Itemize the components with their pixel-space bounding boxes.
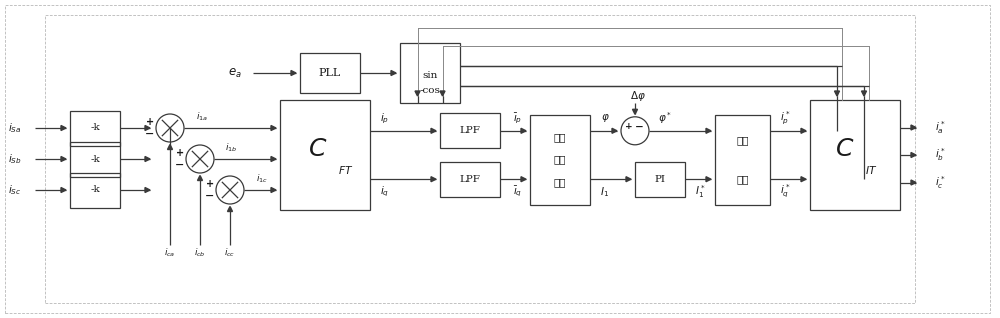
Polygon shape: [61, 126, 66, 130]
Bar: [70, 142, 120, 176]
Text: $_{IT}$: $_{IT}$: [865, 163, 878, 177]
Text: $\Delta\varphi$: $\Delta\varphi$: [630, 89, 645, 103]
Text: $i_{1a}$: $i_{1a}$: [196, 111, 207, 123]
Text: $_{FT}$: $_{FT}$: [338, 163, 353, 177]
Polygon shape: [612, 128, 617, 133]
Polygon shape: [801, 177, 806, 182]
Bar: [45, 15, 915, 303]
Polygon shape: [911, 125, 916, 130]
Bar: [715, 115, 770, 205]
Text: 指令: 指令: [736, 136, 749, 145]
Polygon shape: [440, 91, 445, 96]
Text: +: +: [625, 122, 633, 131]
Polygon shape: [228, 206, 232, 211]
Text: $i_{1b}$: $i_{1b}$: [225, 142, 238, 154]
Polygon shape: [706, 128, 711, 133]
Text: $\varphi$: $\varphi$: [601, 112, 609, 124]
Polygon shape: [834, 91, 840, 96]
Bar: [280, 100, 370, 210]
Text: -cos: -cos: [420, 86, 440, 95]
Text: −: −: [635, 122, 643, 132]
Text: 计算: 计算: [554, 178, 566, 187]
Text: LPF: LPF: [460, 126, 480, 135]
Polygon shape: [415, 91, 420, 96]
Text: +: +: [176, 149, 185, 158]
Polygon shape: [911, 180, 916, 185]
Polygon shape: [61, 156, 66, 162]
Polygon shape: [271, 156, 276, 162]
Text: $i_{1c}$: $i_{1c}$: [256, 173, 267, 185]
Polygon shape: [706, 177, 711, 182]
Text: LPF: LPF: [460, 175, 480, 184]
Polygon shape: [626, 177, 631, 182]
Text: $\varphi^*$: $\varphi^*$: [658, 110, 672, 126]
Text: −: −: [205, 190, 215, 201]
Polygon shape: [391, 71, 396, 75]
Polygon shape: [633, 109, 638, 114]
Text: $i_{cc}$: $i_{cc}$: [224, 246, 236, 259]
Text: $I_1$: $I_1$: [600, 185, 610, 199]
Text: $i_p$: $i_p$: [380, 111, 390, 126]
Text: -k: -k: [90, 123, 100, 133]
Text: $i_c^*$: $i_c^*$: [935, 174, 945, 191]
Polygon shape: [911, 153, 916, 157]
Polygon shape: [862, 91, 866, 96]
Text: +: +: [146, 117, 154, 128]
Text: 换算: 换算: [736, 175, 749, 184]
Text: $i_{cb}$: $i_{cb}$: [194, 246, 206, 259]
Bar: [70, 110, 120, 146]
Text: $i_a^*$: $i_a^*$: [935, 119, 945, 136]
Bar: [530, 115, 590, 205]
Text: 相角: 相角: [554, 156, 566, 164]
Bar: [440, 162, 500, 197]
Polygon shape: [198, 176, 202, 181]
Polygon shape: [521, 177, 526, 182]
Text: $i_q$: $i_q$: [380, 184, 390, 199]
Text: $\bar{\imath}_p$: $\bar{\imath}_p$: [513, 111, 522, 126]
Polygon shape: [521, 128, 526, 133]
Text: 幅值: 幅值: [554, 133, 566, 142]
Text: -k: -k: [90, 155, 100, 163]
Text: $i_q^*$: $i_q^*$: [780, 183, 790, 200]
Polygon shape: [431, 177, 436, 182]
Polygon shape: [271, 126, 276, 130]
Text: PLL: PLL: [319, 68, 341, 78]
Text: $i_{ca}$: $i_{ca}$: [164, 246, 176, 259]
Polygon shape: [431, 128, 436, 133]
Bar: [440, 113, 500, 148]
Polygon shape: [168, 144, 173, 149]
Polygon shape: [145, 156, 150, 162]
Text: sin: sin: [422, 71, 438, 80]
Polygon shape: [291, 71, 296, 75]
Text: $i_b^*$: $i_b^*$: [935, 147, 945, 163]
Text: -k: -k: [90, 185, 100, 195]
Polygon shape: [801, 128, 806, 133]
Polygon shape: [145, 126, 150, 130]
Bar: [400, 43, 460, 103]
Text: $i_{Sa}$: $i_{Sa}$: [8, 121, 22, 135]
Text: $I_1^*$: $I_1^*$: [695, 183, 705, 200]
Text: −: −: [175, 160, 185, 169]
Text: $i_{Sb}$: $i_{Sb}$: [8, 152, 22, 166]
Bar: [300, 53, 360, 93]
Text: $C$: $C$: [835, 139, 854, 162]
Text: $C$: $C$: [308, 139, 327, 162]
Bar: [635, 162, 685, 197]
Polygon shape: [145, 188, 150, 192]
Text: $\bar{\imath}_q$: $\bar{\imath}_q$: [513, 184, 522, 199]
Bar: [810, 100, 900, 210]
Text: $i_{Sc}$: $i_{Sc}$: [8, 183, 22, 197]
Text: PI: PI: [654, 175, 666, 184]
Text: $e_a$: $e_a$: [228, 66, 242, 80]
Bar: [70, 172, 120, 208]
Text: +: +: [206, 179, 215, 190]
Polygon shape: [61, 188, 66, 192]
Text: $i_p^*$: $i_p^*$: [780, 110, 790, 127]
Polygon shape: [271, 188, 276, 192]
Text: −: −: [145, 128, 154, 139]
